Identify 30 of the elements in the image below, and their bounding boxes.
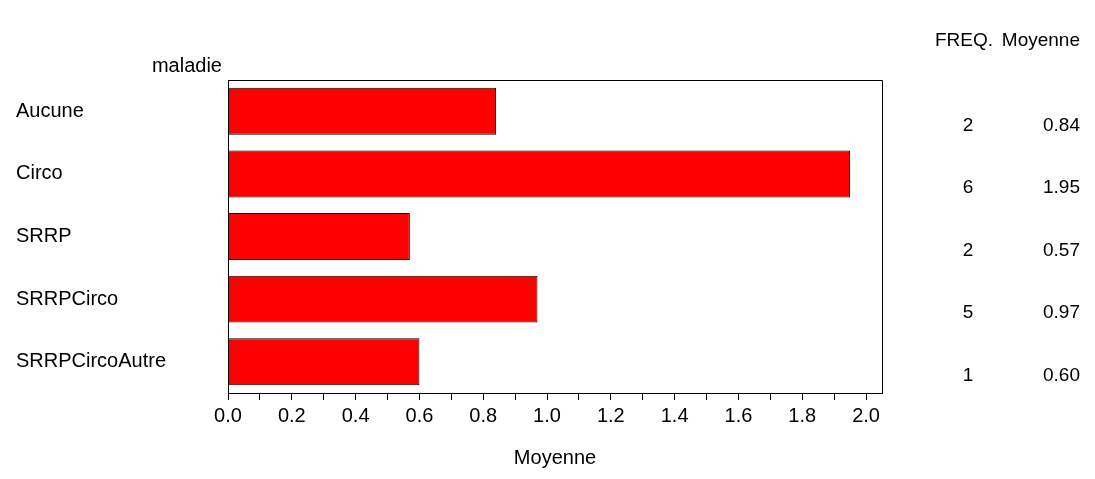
text: 2	[962, 113, 974, 135]
y-tick-label: Aucune	[16, 98, 84, 121]
text: Moyenne	[1001, 29, 1080, 51]
x-tick-label: 1.6	[724, 403, 753, 426]
x-tick-label: 0.4	[341, 403, 370, 426]
x-tick-label: 0.6	[405, 403, 434, 426]
x-tick-label: 0.0	[214, 403, 242, 426]
data-label: 1.95	[1043, 176, 1080, 198]
y-tick-label: SRRP	[16, 224, 72, 247]
y-tick-label: SRRPCirco	[16, 286, 119, 309]
y-tick-label: Circo	[16, 161, 63, 184]
data-label: 0.84	[1043, 113, 1081, 135]
text: 5	[962, 301, 974, 323]
data-label: 0.97	[1043, 301, 1080, 323]
x-tick-label: 1.8	[788, 403, 817, 426]
x-tick-label: 1.2	[596, 403, 625, 426]
x-tick-label: 1.4	[660, 403, 689, 426]
text: 1	[962, 363, 974, 385]
y-axis-title: maladie	[151, 53, 222, 76]
x-axis-title: Moyenne	[513, 445, 597, 468]
x-tick-label: 0.8	[469, 403, 498, 426]
text: 2	[962, 238, 974, 260]
y-tick-label: SRRPCircoAutre	[16, 349, 167, 372]
x-tick-label: 0.2	[277, 403, 306, 426]
data-label: 0.57	[1043, 238, 1080, 260]
data-label: 0.60	[1043, 363, 1080, 385]
x-tick-label: 2.0	[852, 403, 880, 426]
text: 6	[962, 176, 974, 198]
x-tick-label: 1.0	[533, 403, 561, 426]
text: FREQ.	[934, 29, 993, 51]
